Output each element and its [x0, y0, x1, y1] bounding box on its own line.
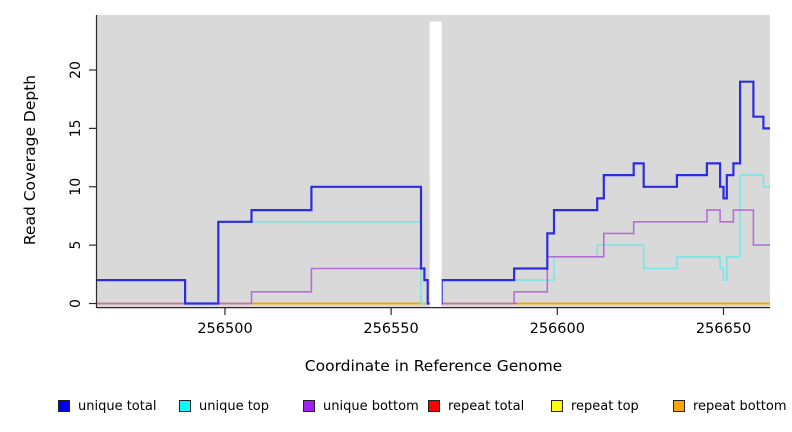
- legend-item-unique-total: unique total: [58, 398, 156, 414]
- legend-item-repeat-top: repeat top: [551, 398, 639, 414]
- legend-item-repeat-total: repeat total: [428, 398, 524, 414]
- legend-label: repeat bottom: [693, 398, 787, 414]
- y-tick-label: 15: [68, 119, 84, 137]
- legend-item-unique-bottom: unique bottom: [303, 398, 419, 414]
- repeat-bottom-swatch-icon: [673, 400, 685, 412]
- series-unique-top: [97, 174, 770, 305]
- legend-label: unique total: [78, 398, 157, 414]
- legend-item-repeat-bottom: repeat bottom: [673, 398, 787, 414]
- x-tick-label: 256550: [363, 321, 418, 337]
- legend-item-unique-top: unique top: [179, 398, 269, 414]
- legend-label: unique bottom: [323, 398, 419, 414]
- x-tick-label: 256600: [530, 321, 585, 337]
- unique-top-swatch-icon: [179, 400, 191, 412]
- unique-bottom-swatch-icon: [303, 400, 315, 412]
- y-tick-label: 10: [68, 178, 84, 196]
- y-tick-label: 0: [68, 299, 84, 308]
- legend-label: unique top: [199, 398, 270, 414]
- legend: unique total unique top unique bottom re…: [0, 398, 792, 418]
- legend-label: repeat total: [448, 398, 525, 414]
- coverage-gap-band: [429, 21, 442, 307]
- series-unique-total: [97, 80, 770, 305]
- x-tick-label: 256650: [696, 321, 751, 337]
- x-axis-title: Coordinate in Reference Genome: [304, 357, 563, 375]
- repeat-total-swatch-icon: [428, 400, 440, 412]
- unique-total-swatch-icon: [58, 400, 70, 412]
- legend-label: repeat top: [571, 398, 639, 414]
- y-axis-title: Read Coverage Depth: [21, 74, 39, 246]
- y-tick-label: 5: [68, 241, 84, 250]
- x-tick-label: 256500: [197, 321, 252, 337]
- y-tick-label: 20: [68, 61, 84, 79]
- repeat-top-swatch-icon: [551, 400, 563, 412]
- series-unique-bottom: [97, 209, 770, 305]
